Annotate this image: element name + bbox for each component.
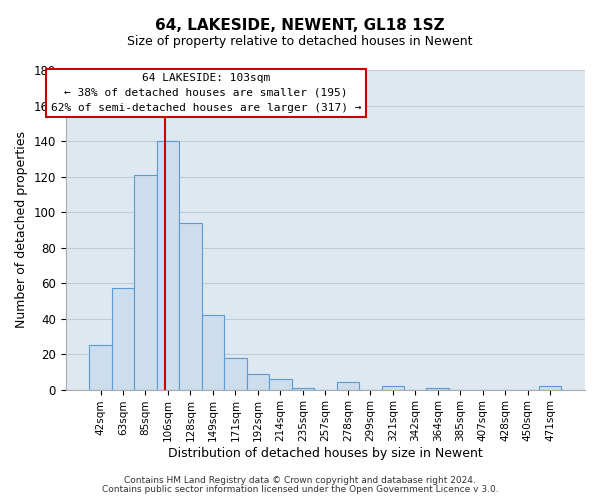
Bar bbox=[269, 379, 292, 390]
X-axis label: Distribution of detached houses by size in Newent: Distribution of detached houses by size … bbox=[168, 447, 483, 460]
Bar bbox=[292, 388, 314, 390]
Bar bbox=[224, 358, 247, 390]
Bar bbox=[337, 382, 359, 390]
Bar bbox=[134, 175, 157, 390]
Text: Contains HM Land Registry data © Crown copyright and database right 2024.: Contains HM Land Registry data © Crown c… bbox=[124, 476, 476, 485]
Bar bbox=[247, 374, 269, 390]
Bar bbox=[157, 141, 179, 390]
Bar bbox=[382, 386, 404, 390]
Bar bbox=[179, 222, 202, 390]
Text: 64 LAKESIDE: 103sqm
← 38% of detached houses are smaller (195)
62% of semi-detac: 64 LAKESIDE: 103sqm ← 38% of detached ho… bbox=[50, 73, 361, 113]
Text: 64, LAKESIDE, NEWENT, GL18 1SZ: 64, LAKESIDE, NEWENT, GL18 1SZ bbox=[155, 18, 445, 32]
Text: Contains public sector information licensed under the Open Government Licence v : Contains public sector information licen… bbox=[101, 485, 499, 494]
Bar bbox=[89, 345, 112, 390]
Bar bbox=[112, 288, 134, 390]
Bar bbox=[427, 388, 449, 390]
Bar bbox=[202, 315, 224, 390]
Y-axis label: Number of detached properties: Number of detached properties bbox=[15, 132, 28, 328]
Text: Size of property relative to detached houses in Newent: Size of property relative to detached ho… bbox=[127, 35, 473, 48]
Bar bbox=[539, 386, 562, 390]
